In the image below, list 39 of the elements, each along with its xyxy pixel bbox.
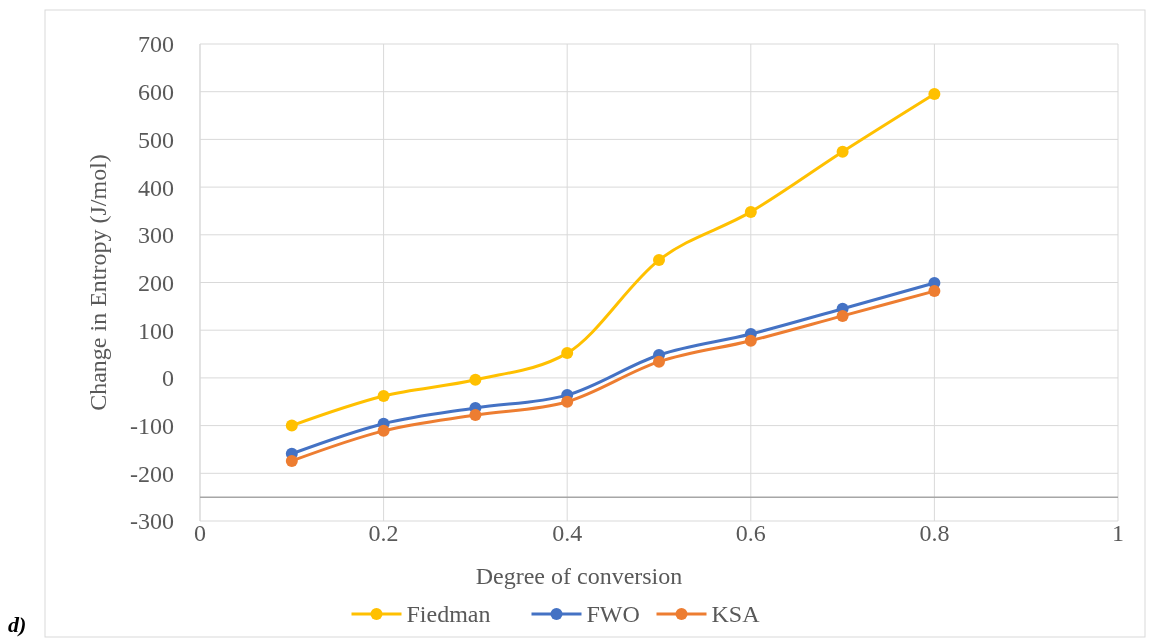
point [469, 373, 482, 386]
point [377, 390, 390, 403]
x-axis-title: Degree of conversion [475, 563, 683, 589]
x-tick-label: 0.6 [735, 520, 766, 546]
point [928, 88, 941, 101]
x-tick-label: 0.2 [368, 520, 399, 546]
point [377, 424, 390, 437]
point [744, 205, 757, 218]
y-tick-label: 100 [138, 317, 174, 344]
point [653, 355, 665, 368]
y-tick-label: -100 [130, 413, 174, 439]
point [836, 309, 849, 322]
point [836, 145, 849, 158]
legend-label: FWO [586, 601, 640, 628]
x-tick-label: 0.4 [552, 520, 583, 546]
point [928, 285, 941, 298]
y-axis-title: Change in Entropy (J/mol) [85, 154, 111, 411]
y-tick-label: 300 [138, 222, 174, 249]
y-tick-label: -300 [130, 508, 174, 535]
y-tick-label: 700 [138, 31, 174, 58]
y-tick-label: 500 [138, 126, 174, 153]
y-tick-label: 0 [162, 365, 174, 392]
y-tick-label: 400 [138, 174, 174, 201]
x-tick-label: 0.8 [919, 520, 950, 546]
point [561, 395, 574, 408]
point [285, 419, 298, 432]
legend-label: Fiedman [406, 601, 491, 628]
point [653, 254, 665, 267]
text: d) [8, 612, 27, 637]
y-tick-label: 200 [138, 269, 174, 296]
y-tick-label: 600 [138, 79, 174, 106]
legend-label: KSA [711, 601, 761, 628]
point [561, 347, 574, 360]
x-tick-label: 0 [194, 520, 206, 546]
point [285, 454, 298, 467]
y-tick-label: -200 [130, 460, 174, 487]
x-tick-label: 1 [1112, 520, 1124, 546]
point [469, 409, 482, 422]
point [744, 334, 757, 347]
